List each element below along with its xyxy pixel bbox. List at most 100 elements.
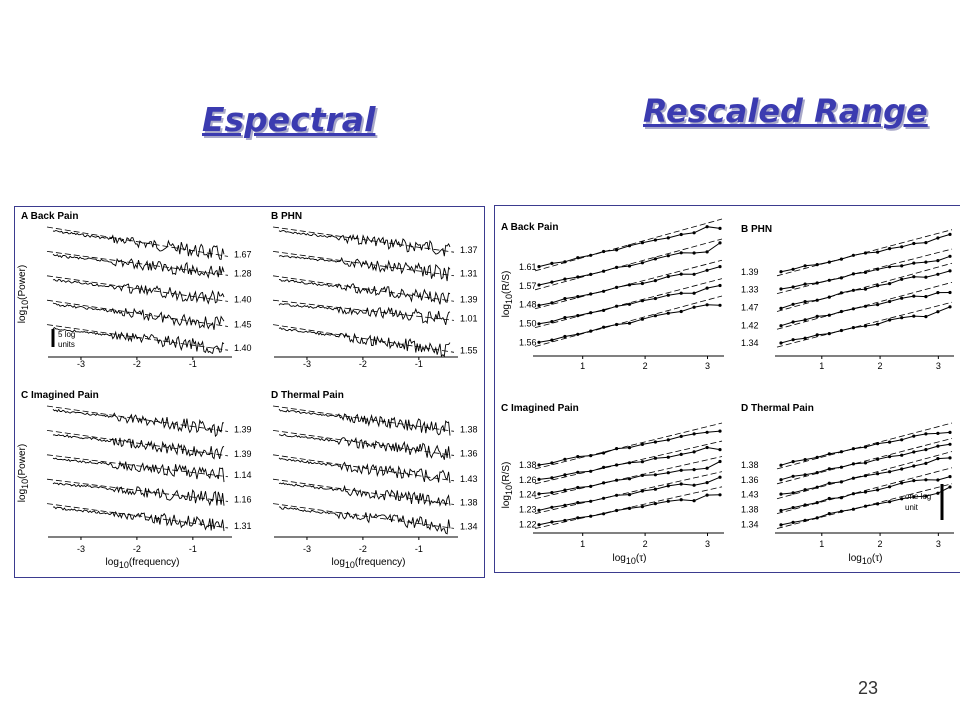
exponent-label: 1.47 xyxy=(741,302,759,312)
fit-line xyxy=(272,478,455,505)
y-axis-label: log10(R/S) xyxy=(501,462,514,509)
spectrum-trace xyxy=(52,302,225,330)
rs-trace xyxy=(538,266,721,306)
spectrum-trace xyxy=(278,327,451,358)
rs-panel-D: D Thermal Pain 1 2 3 log10(τ) 1.38 1.36 1.43 1.3… xyxy=(741,403,954,566)
rs-point xyxy=(948,269,952,273)
exponent-label: 1.56 xyxy=(519,338,537,348)
fit-line xyxy=(534,259,723,310)
exponent-label: 1.34 xyxy=(741,338,759,348)
spectrum-trace xyxy=(52,434,225,460)
x-tick-label: 1 xyxy=(580,539,585,549)
rs-trace xyxy=(780,270,951,309)
exponent-label: 1.36 xyxy=(741,475,759,485)
exponent-label: 1.50 xyxy=(519,319,537,329)
slide-title-rescaled-range: Rescaled Range xyxy=(643,92,928,130)
x-tick-label: -1 xyxy=(189,359,197,369)
rs-trace xyxy=(780,255,951,290)
exponent-label: 1.48 xyxy=(519,300,537,310)
y-axis-label: log10(R/S) xyxy=(501,271,514,318)
rs-trace xyxy=(538,304,721,343)
rs-panel-A: A Back Pain 1 2 3 log10(R/S) 1.61 1.57 1.48 1.50… xyxy=(501,218,724,371)
spectrum-trace xyxy=(52,506,225,532)
slope-label: 1.39 xyxy=(234,424,252,434)
spectrum-trace xyxy=(52,327,225,355)
fit-line xyxy=(534,238,723,291)
fit-line xyxy=(272,226,455,253)
fit-line xyxy=(46,251,229,276)
x-tick-label: -1 xyxy=(189,544,197,554)
slope-label: 1.38 xyxy=(460,498,478,508)
x-tick-label: -3 xyxy=(303,544,311,554)
slope-label: 1.31 xyxy=(460,269,478,279)
rs-trace xyxy=(780,306,951,344)
exponent-label: 1.43 xyxy=(741,490,759,500)
x-axis-label: log10(frequency) xyxy=(106,557,180,570)
rescaled-range-chart-svg: A Back Pain 1 2 3 log10(R/S) 1.61 1.57 1.48 1.50… xyxy=(501,218,954,566)
rs-trace xyxy=(538,242,721,286)
rs-panel-C: C Imagined Pain 1 2 3 log10(τ) log10(R/S) 1.38… xyxy=(501,403,724,566)
fit-line xyxy=(46,405,229,432)
fit-line xyxy=(272,251,455,277)
rs-trace xyxy=(780,486,951,526)
spectrum-trace xyxy=(278,433,451,460)
spectral-figure: A Back Pain -3 -2 -1 log10(Power) 1.67 1.28 1.4… xyxy=(14,206,485,578)
slope-label: 1.55 xyxy=(460,345,478,355)
y-axis-label-text: log10(Power) xyxy=(17,444,30,502)
x-tick-label: 2 xyxy=(643,539,648,549)
rs-point xyxy=(718,226,722,230)
x-tick-label: 2 xyxy=(878,539,883,549)
fit-line xyxy=(46,324,229,351)
spectral-chart-svg: A Back Pain -3 -2 -1 log10(Power) 1.67 1.28 1.4… xyxy=(17,211,478,570)
x-tick-label: -1 xyxy=(415,359,423,369)
slide-title-espectral: Espectral xyxy=(202,100,376,139)
exponent-label: 1.38 xyxy=(741,460,759,470)
x-tick-label: 2 xyxy=(643,361,648,371)
x-tick-label: -2 xyxy=(133,359,141,369)
x-tick-label: -3 xyxy=(303,359,311,369)
slope-label: 1.31 xyxy=(234,521,252,531)
spectrum-trace xyxy=(52,482,225,507)
fit-line xyxy=(776,262,953,312)
x-tick-label: 3 xyxy=(705,361,710,371)
fit-line xyxy=(272,299,455,321)
y-axis-label-text: log10(R/S) xyxy=(501,271,514,318)
panel-title: B PHN xyxy=(271,211,302,222)
slope-label: 1.40 xyxy=(234,343,252,353)
fit-line xyxy=(272,454,455,482)
rs-trace xyxy=(780,233,951,273)
slope-label: 1.67 xyxy=(234,249,252,259)
exponent-label: 1.22 xyxy=(519,520,537,530)
spectrum-trace xyxy=(52,408,225,438)
slope-label: 1.16 xyxy=(234,494,252,504)
x-tick-label: 3 xyxy=(936,539,941,549)
rs-trace xyxy=(538,285,721,325)
fit-line xyxy=(272,324,455,353)
spectral-panel-C: C Imagined Pain -3 -2 -1 log10(frequency) log… xyxy=(17,390,252,570)
panel-title: D Thermal Pain xyxy=(741,403,814,414)
spectrum-trace xyxy=(278,230,451,257)
slope-label: 1.28 xyxy=(234,268,252,278)
rs-point xyxy=(537,265,541,269)
rs-point xyxy=(948,232,952,236)
page-number: 23 xyxy=(858,678,879,698)
x-axis-label-text: log10(frequency) xyxy=(332,557,406,570)
fit-line xyxy=(272,275,455,302)
x-axis-label: log10(frequency) xyxy=(332,557,406,570)
rs-trace xyxy=(780,292,951,327)
slope-label: 1.34 xyxy=(460,521,478,531)
panel-title: A Back Pain xyxy=(501,222,558,233)
x-axis-label-text: log10(frequency) xyxy=(106,557,180,570)
exponent-label: 1.42 xyxy=(741,320,759,330)
slope-label: 1.40 xyxy=(234,294,252,304)
fit-line xyxy=(46,226,229,257)
slope-label: 1.39 xyxy=(460,294,478,304)
slope-label: 1.01 xyxy=(460,313,478,323)
x-tick-label: 1 xyxy=(819,539,824,549)
fit-line xyxy=(46,299,229,327)
slope-label: 1.38 xyxy=(460,424,478,434)
x-axis-label-text: log10(τ) xyxy=(613,553,647,566)
rs-trace xyxy=(538,446,721,480)
scale-bar-label: 5 log xyxy=(58,330,75,339)
fit-line xyxy=(534,278,723,329)
